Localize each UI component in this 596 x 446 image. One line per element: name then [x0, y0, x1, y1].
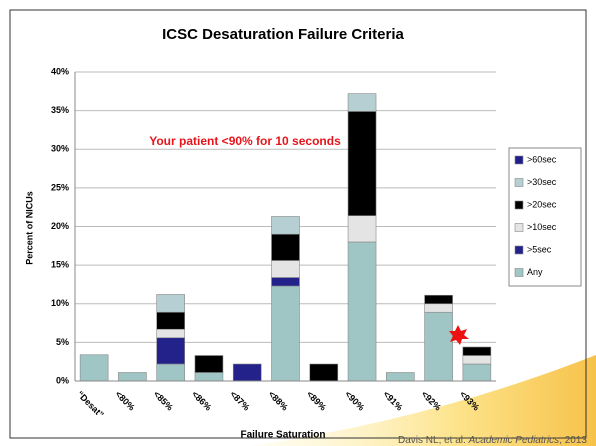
y-tick-label: 15%: [51, 260, 69, 270]
x-tick-label: <91%: [381, 389, 405, 413]
legend-box: [508, 147, 582, 287]
bar-segment: [156, 337, 185, 365]
x-tick-label: <90%: [343, 389, 367, 413]
bar-segment: [79, 354, 109, 382]
y-axis-label: Percent of NICUs: [24, 191, 34, 265]
bar-segment: [156, 311, 185, 330]
x-tick-label: <87%: [228, 389, 252, 413]
bar-segment: [309, 363, 339, 382]
bar-segment: [462, 346, 492, 356]
legend-label: >60sec: [527, 154, 557, 164]
x-tick-label: <88%: [266, 389, 290, 413]
legend-label: >30sec: [527, 177, 557, 187]
bar-segment: [271, 233, 300, 261]
legend-swatch: [514, 268, 524, 277]
bar-segment: [424, 294, 453, 305]
legend-label: >5sec: [527, 244, 552, 254]
bar-segment: [347, 241, 377, 382]
bar-segment: [462, 363, 492, 382]
bar-segment: [347, 93, 377, 112]
y-tick-label: 0%: [56, 375, 69, 385]
legend-swatch: [514, 200, 524, 210]
legend-label: >10sec: [527, 222, 557, 232]
citation: Davis NL, et al. Academic Pediatrics, 20…: [398, 435, 587, 446]
y-tick-label: 30%: [51, 144, 69, 154]
x-axis-label: Failure Saturation: [240, 430, 325, 441]
x-tick-label: <89%: [305, 389, 329, 413]
annotation: Your patient <90% for 10 seconds: [149, 134, 341, 148]
bar-segment: [118, 372, 147, 382]
patient-marker: [449, 325, 469, 345]
bar-segment: [271, 260, 300, 278]
citation-journal: Academic Pediatrics: [468, 435, 560, 446]
frame: [9, 9, 587, 439]
bar-segment: [156, 294, 185, 313]
decor-swoosh: [250, 355, 596, 446]
legend-label: >20sec: [527, 199, 557, 209]
chart-title: ICSC Desaturation Failure Criteria: [162, 26, 404, 43]
y-tick-label: 40%: [51, 66, 69, 76]
bar-segment: [347, 215, 377, 243]
citation-year: , 2013: [559, 435, 587, 446]
y-tick-label: 10%: [51, 298, 69, 308]
bar-segment: [156, 363, 185, 382]
legend-swatch: [514, 155, 524, 165]
legend-swatch: [514, 178, 524, 187]
x-tick-label: “Desat”: [75, 389, 106, 420]
bar-segment: [156, 328, 185, 339]
y-tick-label: 35%: [51, 105, 69, 115]
bar-segment: [271, 216, 300, 235]
legend-swatch: [514, 223, 524, 232]
citation-authors: Davis NL, et al.: [398, 435, 469, 446]
bar-segment: [424, 303, 453, 313]
x-tick-label: <85%: [152, 389, 176, 413]
x-tick-label: <86%: [190, 389, 214, 413]
y-tick-label: 25%: [51, 182, 69, 192]
legend-label: Any: [527, 267, 543, 277]
bar-segment: [194, 372, 224, 382]
bar-segment: [386, 372, 415, 382]
bar-segment: [347, 111, 377, 216]
bar-segment: [194, 355, 224, 373]
legend-swatch: [514, 245, 524, 255]
x-tick-label: <80%: [113, 389, 137, 413]
bar-segment: [271, 285, 300, 382]
bar-segment: [462, 355, 492, 365]
y-tick-label: 20%: [51, 221, 69, 231]
bar-segment: [424, 311, 453, 382]
y-tick-label: 5%: [56, 337, 69, 347]
bar-segment: [271, 277, 300, 287]
bar-segment: [232, 363, 262, 382]
